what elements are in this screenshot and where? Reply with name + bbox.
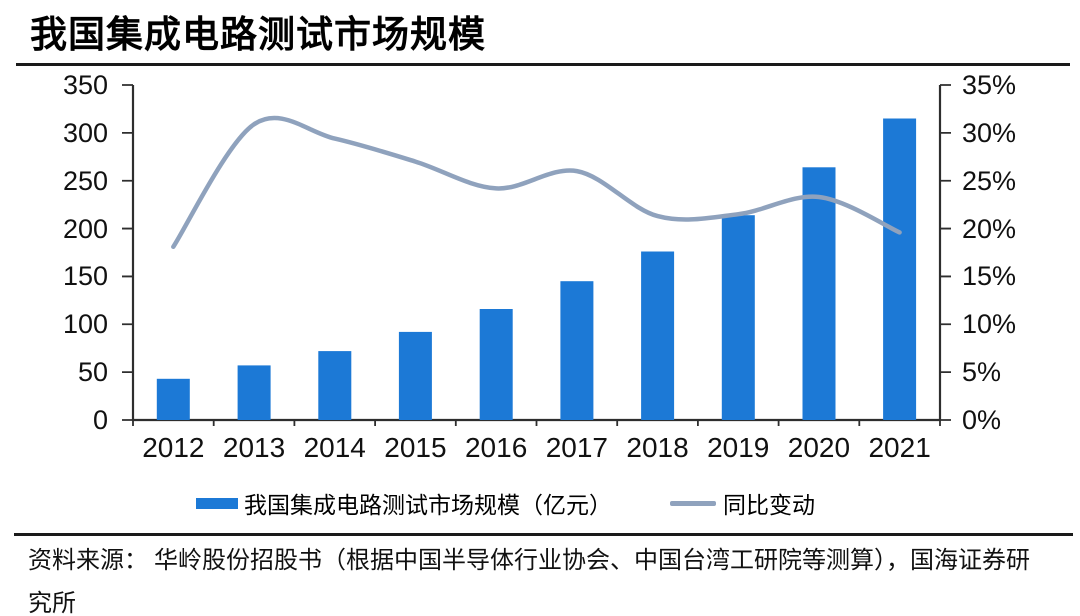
x-axis-year-label: 2021 bbox=[868, 432, 931, 463]
y-left-tick-label: 250 bbox=[62, 165, 108, 196]
line-series-swatch bbox=[670, 500, 716, 506]
bar-2019 bbox=[721, 215, 755, 420]
left-axis-ticks bbox=[122, 84, 133, 421]
bar-2021 bbox=[883, 118, 917, 420]
bar-2016 bbox=[479, 309, 513, 420]
source-note: 资料来源： 华岭股份招股书（根据中国半导体行业协会、中国台湾工研院等测算），国海… bbox=[28, 548, 1030, 616]
y-right-tick-label: 15% bbox=[962, 261, 1017, 292]
x-axis-year-label: 2014 bbox=[303, 432, 366, 463]
x-axis-year-label: 2015 bbox=[384, 432, 447, 463]
line-series-label: 同比变动 bbox=[723, 493, 815, 518]
y-right-tick-label: 30% bbox=[962, 117, 1017, 148]
y-right-tick-label: 0% bbox=[962, 405, 1002, 435]
chart-title: 我国集成电路测试市场规模 bbox=[30, 14, 486, 55]
yoy-line bbox=[171, 115, 902, 250]
y-left-tick-label: 50 bbox=[77, 357, 108, 388]
y-right-tick-label: 10% bbox=[962, 309, 1017, 340]
bar-2014 bbox=[318, 351, 352, 420]
x-axis-year-label: 2019 bbox=[707, 432, 770, 463]
y-left-tick-label: 300 bbox=[62, 117, 108, 148]
right-axis-ticks bbox=[940, 84, 951, 421]
y-right-tick-label: 25% bbox=[962, 165, 1017, 196]
bar-2012 bbox=[156, 378, 190, 420]
title-divider bbox=[16, 63, 1070, 66]
bar-2018 bbox=[641, 251, 675, 420]
x-axis-year-label: 2020 bbox=[787, 432, 851, 463]
bar-2017 bbox=[560, 281, 594, 420]
x-axis-year-label: 2013 bbox=[222, 432, 286, 463]
y-left-tick-label: 200 bbox=[62, 213, 108, 244]
y-left-tick-label: 150 bbox=[62, 261, 108, 292]
legend: 我国集成电路测试市场规模（亿元） 同比变动 bbox=[196, 489, 815, 518]
y-left-tick-label: 0 bbox=[92, 405, 108, 435]
x-axis-year-label: 2016 bbox=[464, 432, 528, 463]
bar-2015 bbox=[398, 331, 432, 420]
y-right-tick-label: 20% bbox=[962, 213, 1017, 244]
bar-2013 bbox=[237, 365, 271, 420]
bar-series-swatch bbox=[196, 497, 238, 509]
bar-series-label: 我国集成电路测试市场规模（亿元） bbox=[244, 493, 612, 518]
y-right-tick-label: 5% bbox=[962, 357, 1002, 388]
y-left-tick-label: 350 bbox=[62, 70, 108, 100]
x-axis-year-label: 2018 bbox=[626, 432, 689, 463]
x-axis-ticks bbox=[132, 420, 941, 426]
x-axis-year-label: 2012 bbox=[142, 432, 205, 463]
y-right-tick-label: 35% bbox=[962, 70, 1017, 100]
x-axis-year-label: 2017 bbox=[545, 432, 608, 463]
footer-divider bbox=[14, 533, 1073, 536]
y-left-tick-label: 100 bbox=[62, 309, 108, 340]
bar-2020 bbox=[802, 167, 836, 420]
